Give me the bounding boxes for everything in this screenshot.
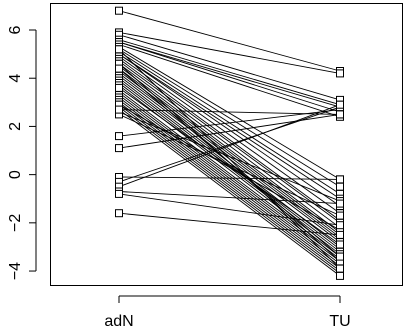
pair-line xyxy=(118,53,341,207)
x-axis: adN TU xyxy=(104,295,351,330)
y-tick-label: 6 xyxy=(7,25,24,34)
pair-line xyxy=(118,101,341,269)
point-adn xyxy=(115,105,123,114)
pair-line xyxy=(118,41,341,108)
data-points xyxy=(115,6,344,280)
point-adn xyxy=(115,64,123,73)
point-tu xyxy=(336,175,344,184)
point-tu xyxy=(336,100,344,109)
y-tick-label: −4 xyxy=(7,262,24,280)
point-tu xyxy=(336,221,344,230)
point-adn xyxy=(115,6,123,15)
pair-line xyxy=(118,109,341,137)
y-tick-label: 0 xyxy=(7,170,24,179)
point-tu xyxy=(336,271,344,280)
pair-line xyxy=(118,46,341,180)
pair-line xyxy=(118,56,341,214)
y-tick-label: −2 xyxy=(7,214,24,232)
pair-line xyxy=(118,87,341,245)
pair-line xyxy=(118,65,341,233)
point-adn xyxy=(115,132,123,141)
pair-line xyxy=(118,104,341,188)
pair-line xyxy=(118,212,341,236)
point-adn xyxy=(115,209,123,218)
pair-line xyxy=(118,39,341,106)
point-adn xyxy=(115,83,123,92)
x-tick-label: TU xyxy=(329,313,350,330)
pair-line xyxy=(118,58,341,221)
point-tu xyxy=(336,230,344,239)
pair-line xyxy=(118,44,341,118)
pair-line xyxy=(118,41,341,113)
y-axis: −4 −2 0 2 4 6 xyxy=(7,25,37,280)
pair-line xyxy=(118,193,341,226)
pair-line xyxy=(118,104,341,272)
pair-line xyxy=(118,10,341,72)
point-tu xyxy=(336,110,344,119)
point-tu xyxy=(336,69,344,78)
pair-line xyxy=(118,60,341,224)
pair-line xyxy=(118,68,341,257)
pair-line xyxy=(118,70,341,238)
pair-line xyxy=(118,48,341,188)
point-tu xyxy=(336,182,344,191)
pair-line xyxy=(118,53,341,200)
y-tick-label: 4 xyxy=(7,74,24,83)
pair-line xyxy=(118,111,341,202)
pair-lines xyxy=(118,10,341,277)
point-tu xyxy=(336,211,344,220)
x-tick-label: adN xyxy=(104,313,133,330)
point-tu xyxy=(336,252,344,261)
pair-line xyxy=(118,109,341,277)
y-tick-label: 2 xyxy=(7,122,24,131)
pair-line xyxy=(118,34,341,101)
pair-line xyxy=(118,104,341,231)
point-adn xyxy=(115,189,123,198)
pair-line xyxy=(118,31,341,74)
plot-frame xyxy=(50,3,403,286)
pair-line xyxy=(118,106,341,274)
point-adn xyxy=(115,45,123,54)
point-tu xyxy=(336,240,344,249)
pair-line xyxy=(118,99,341,267)
pair-line xyxy=(118,48,341,269)
pair-line xyxy=(118,113,341,149)
point-adn xyxy=(115,144,123,153)
point-tu xyxy=(336,264,344,273)
pair-line xyxy=(118,176,341,180)
pair-line xyxy=(118,191,341,205)
pair-line xyxy=(118,106,341,183)
point-tu xyxy=(336,199,344,208)
